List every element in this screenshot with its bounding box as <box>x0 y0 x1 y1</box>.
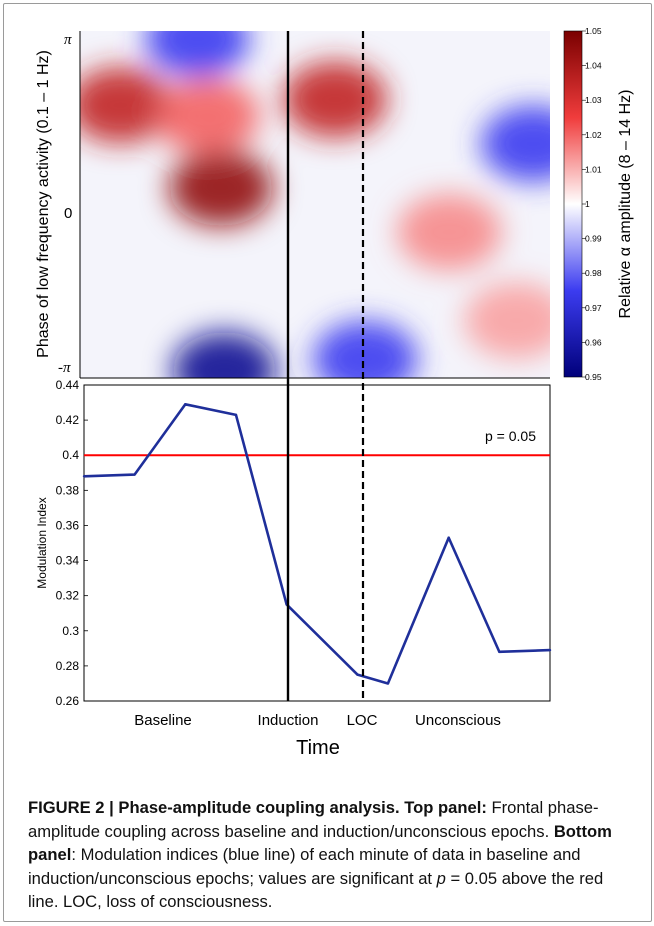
modulation-index-point-1 <box>133 473 136 476</box>
caption-text-1: Frontal phase-amplitude coupling across … <box>28 798 599 841</box>
line-ylabel: Modulation Index <box>35 497 49 588</box>
colorbar-tick-label-7: 0.98 <box>585 268 602 278</box>
colorbar-tick-label-0: 1.05 <box>585 26 602 36</box>
colorbar-tick-label-6: 0.99 <box>585 234 602 244</box>
colorbar-tick-label-5: 1 <box>585 199 590 209</box>
heatmap-blobs <box>80 31 550 378</box>
heatmap-blob-6 <box>481 105 550 182</box>
xcat-baseline: Baseline <box>134 712 192 729</box>
line-ytick-label-3: 0.38 <box>56 483 80 497</box>
threshold-label: p = 0.05 <box>485 428 536 444</box>
ytick-pi: π <box>64 32 72 48</box>
heatmap-blob-8 <box>397 194 502 271</box>
line-ytick-label-1: 0.42 <box>56 413 80 427</box>
figure-frame <box>3 3 652 922</box>
caption-text-2: : Modulation indices (blue line) of each… <box>28 845 581 888</box>
line-xlabel: Time <box>296 737 340 759</box>
heatmap-blob-1 <box>169 149 273 226</box>
caption-figure-label: FIGURE 2 | Phase-amplitude coupling anal… <box>28 798 487 817</box>
line-ytick-label-9: 0.26 <box>56 694 80 708</box>
line-ytick-label-5: 0.34 <box>56 554 80 568</box>
modulation-index-point-0 <box>82 475 86 478</box>
line-ytick-label-4: 0.36 <box>56 518 80 532</box>
heatmap-blob-0 <box>80 67 173 144</box>
colorbar-tick-label-4: 1.01 <box>585 164 602 174</box>
line-ytick-label-2: 0.4 <box>62 448 79 462</box>
caption-text-3: = 0.05 above the red line. LOC, loss of … <box>28 868 604 912</box>
modulation-index-point-5 <box>356 673 359 676</box>
caption-bottom-label: Bottom panel <box>28 821 612 865</box>
line-ytick-label-6: 0.32 <box>56 589 80 603</box>
modulation-index-point-8 <box>498 650 501 654</box>
heatmap-blob-9 <box>464 282 550 359</box>
colorbar-tick-label-2: 1.03 <box>585 95 602 105</box>
colorbar-ticks: 1.05 1.04 1.03 1.02 1.01 1 0.99 0.98 0.97 0.96 0.9… <box>582 26 602 382</box>
xcat-loc: LOC <box>347 712 378 729</box>
ytick-zero: 0 <box>64 205 72 222</box>
heatmap-panel: π 0 -π Phase of low frequency activity (… <box>35 31 550 379</box>
heatmap-blob-3 <box>283 61 388 138</box>
modulation-index-point-2 <box>184 403 187 406</box>
line-yticks: 0.44 0.42 0.4 0.38 0.36 0.34 0.32 0.3 0.28 0.26 <box>56 378 88 708</box>
colorbar-gradient <box>563 30 583 378</box>
heatmap-blob-7 <box>313 321 418 378</box>
colorbar-tick-label-10: 0.95 <box>585 372 602 382</box>
colorbar-tick-label-1: 1.04 <box>585 61 602 71</box>
caption-p-variable: p <box>436 868 446 888</box>
modulation-index-point-7 <box>447 536 450 539</box>
colorbar-tick-label-8: 0.97 <box>585 303 602 313</box>
colorbar-tick-label-9: 0.96 <box>585 337 602 347</box>
heatmap-blob-2 <box>155 78 260 155</box>
figure-caption: FIGURE 2 | Phase-amplitude coupling anal… <box>28 796 638 914</box>
modulation-index-points <box>82 403 552 685</box>
heatmap-blob-4 <box>172 332 277 378</box>
modulation-index-point-9 <box>548 648 552 652</box>
modulation-index-point-3 <box>234 413 238 417</box>
line-ytick-label-8: 0.28 <box>56 659 80 673</box>
xcat-unconscious: Unconscious <box>415 712 501 729</box>
line-panel: 0.44 0.42 0.4 0.38 0.36 0.34 0.32 0.3 0.28 0.26 M… <box>35 378 552 759</box>
colorbar-tick-label-3: 1.02 <box>585 130 602 140</box>
figure-svg: π 0 -π Phase of low frequency activity (… <box>35 26 634 759</box>
modulation-index-series <box>83 403 551 685</box>
heatmap-blob-5 <box>145 31 250 77</box>
modulation-index-point-6 <box>386 682 390 685</box>
line-plot-area <box>83 384 551 702</box>
colorbar: 1.05 1.04 1.03 1.02 1.01 1 0.99 0.98 0.97 0.96 0.9… <box>563 26 634 382</box>
heatmap-ylabel: Phase of low frequency activity (0.1 – 1… <box>35 50 52 358</box>
line-ytick-label-0: 0.44 <box>56 378 80 392</box>
line-ytick-label-7: 0.3 <box>62 624 79 638</box>
xcat-induction: Induction <box>258 712 319 729</box>
ytick-minus-pi: -π <box>58 360 71 376</box>
colorbar-label: Relative α amplitude (8 – 14 Hz) <box>617 90 634 319</box>
